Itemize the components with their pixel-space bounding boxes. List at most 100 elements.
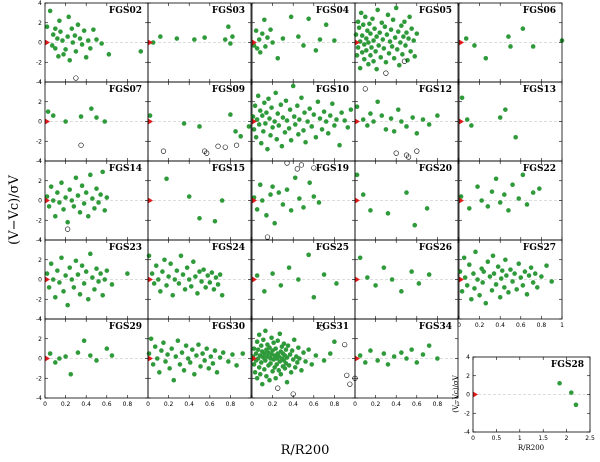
panel-frame [147,318,252,399]
member-point [303,139,308,145]
member-point [88,353,93,358]
y-tick-label: 2 [38,336,42,343]
member-point [159,348,164,353]
member-point [270,125,275,130]
member-point [388,116,394,121]
member-point [327,351,333,356]
member-point [383,127,389,132]
member-point [457,269,463,274]
member-point [327,113,333,118]
member-point [233,129,238,134]
member-point [284,187,290,192]
member-point [53,294,58,300]
member-point [46,285,52,290]
member-point [414,360,420,365]
member-point [288,208,294,213]
member-point [365,275,370,280]
member-point [171,377,177,383]
member-point [403,43,408,48]
member-point [544,263,549,268]
member-point [156,277,161,282]
y-tick-label: -4 [464,429,470,436]
member-point [309,124,315,129]
member-point [256,332,262,338]
panel-title: FGS34 [419,322,452,332]
member-point [472,43,477,48]
member-point [174,268,180,273]
member-point [260,381,265,387]
member-point [217,272,223,277]
member-point [526,273,532,278]
central-galaxy-marker [252,39,257,46]
member-point [299,95,304,101]
member-point [207,280,213,285]
member-point [406,36,411,41]
member-point [375,7,380,13]
member-point [297,356,302,361]
member-point [512,271,517,276]
member-point [205,273,211,278]
member-point [480,280,485,285]
member-point [267,116,272,121]
member-point [276,123,282,128]
member-point [106,52,112,57]
member-point [360,117,366,122]
member-point [359,33,365,38]
member-point [56,54,61,59]
member-point [412,54,418,59]
x-tick-label: 0.2 [268,401,278,408]
member-point [263,358,268,363]
member-point [186,277,192,282]
member-point [520,172,526,178]
member-point [399,289,404,294]
interloper-point [298,162,305,168]
member-point [426,122,432,127]
member-point [203,285,208,290]
member-point [393,5,399,11]
member-point [63,195,68,200]
central-galaxy-marker [459,197,464,204]
central-galaxy-marker [252,118,257,125]
member-point [257,108,263,113]
member-point [170,293,176,298]
member-point [313,353,319,358]
member-point [75,193,81,198]
member-point [147,113,153,118]
member-point [497,294,503,300]
member-point [353,32,359,37]
member-point [375,358,380,363]
member-point [206,366,212,371]
member-point [198,364,203,369]
panel-title: FGS26 [419,243,452,253]
member-point [79,42,85,47]
member-point [508,44,513,49]
member-point [557,380,562,386]
panel-frame [354,318,459,399]
member-point [48,261,54,267]
member-point [85,38,91,43]
member-point [96,279,101,284]
x-tick-label: 0.8 [123,401,133,408]
member-point [251,362,257,367]
panel-title: FGS27 [523,243,556,253]
member-point [378,55,384,60]
member-point [285,343,291,348]
member-point [520,26,526,31]
member-point [520,283,526,288]
member-point [158,289,163,294]
member-point [278,283,284,288]
member-point [268,27,273,32]
member-point [369,45,374,50]
member-point [67,57,73,63]
member-point [357,255,363,261]
member-point [305,119,310,124]
member-point [381,265,387,270]
member-point [311,294,317,300]
central-galaxy-marker [148,118,153,125]
y-tick-label: -2 [464,410,470,417]
member-point [426,343,432,348]
member-point [65,34,70,39]
member-point [461,255,467,261]
member-point [463,36,469,41]
member-point [354,104,360,109]
